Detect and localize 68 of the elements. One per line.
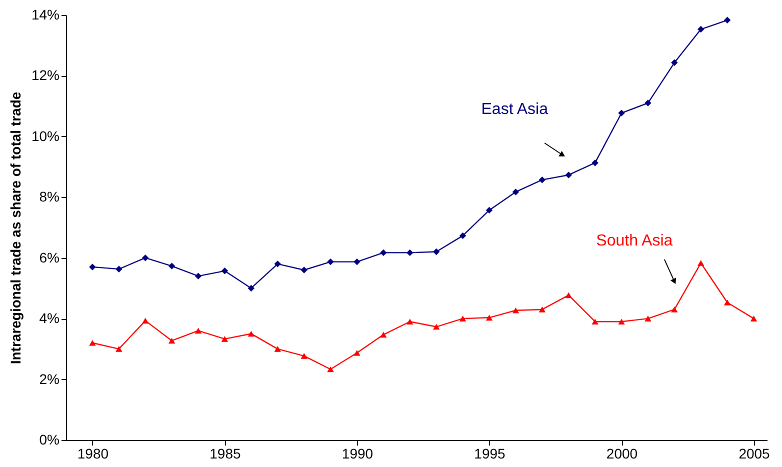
point bbox=[354, 258, 360, 266]
point bbox=[538, 306, 546, 312]
x-tick-label: 1990 bbox=[342, 446, 374, 462]
x-tick-label: 2000 bbox=[606, 446, 638, 462]
x-tick-label: 1985 bbox=[210, 446, 241, 462]
point bbox=[380, 332, 387, 338]
y-tick-label: 4% bbox=[39, 310, 60, 326]
y-tick-label: 12% bbox=[31, 67, 60, 84]
point bbox=[406, 249, 414, 256]
point bbox=[354, 350, 360, 356]
point bbox=[168, 262, 176, 270]
y-tick-label: 8% bbox=[39, 188, 60, 205]
point bbox=[89, 340, 96, 346]
y-axis-title: Intraregional trade as share of total trade bbox=[7, 92, 24, 364]
point bbox=[116, 266, 122, 272]
point bbox=[592, 159, 598, 166]
point bbox=[300, 353, 308, 359]
point bbox=[116, 346, 122, 352]
point bbox=[724, 16, 731, 24]
point bbox=[248, 284, 255, 292]
point bbox=[750, 316, 758, 322]
point bbox=[459, 232, 466, 240]
series-label: South Asia bbox=[596, 232, 673, 250]
point bbox=[671, 306, 678, 312]
x-tick-label: 1980 bbox=[77, 446, 109, 462]
point bbox=[538, 176, 546, 184]
point bbox=[724, 300, 731, 306]
text: East Asia bbox=[481, 100, 548, 118]
point bbox=[565, 172, 572, 178]
point bbox=[618, 318, 625, 325]
y-tick-label: 0% bbox=[39, 432, 60, 448]
point bbox=[194, 328, 202, 334]
point bbox=[221, 336, 228, 342]
point bbox=[274, 260, 281, 268]
point bbox=[432, 248, 440, 256]
point bbox=[618, 110, 625, 116]
point bbox=[327, 366, 334, 372]
point bbox=[327, 258, 334, 266]
y-tick-label: 14% bbox=[31, 6, 60, 22]
point bbox=[698, 260, 704, 266]
point bbox=[698, 26, 704, 33]
point bbox=[300, 266, 308, 274]
point bbox=[565, 292, 572, 298]
point bbox=[486, 206, 493, 214]
point bbox=[248, 330, 255, 337]
point bbox=[380, 249, 387, 256]
x-tick-label: 2005 bbox=[738, 446, 770, 462]
y-tick-label: 10% bbox=[31, 128, 60, 144]
point bbox=[644, 100, 652, 106]
point bbox=[592, 318, 598, 325]
point bbox=[486, 314, 493, 321]
point bbox=[459, 316, 466, 322]
point bbox=[274, 346, 281, 352]
point bbox=[89, 264, 96, 270]
point bbox=[168, 338, 176, 344]
point bbox=[432, 324, 440, 330]
point bbox=[194, 272, 202, 280]
point bbox=[512, 188, 520, 196]
x-tick-label: 1995 bbox=[474, 446, 506, 462]
point bbox=[406, 318, 414, 325]
point bbox=[671, 59, 678, 66]
point bbox=[142, 254, 149, 262]
point bbox=[512, 307, 520, 314]
point bbox=[221, 268, 228, 274]
point bbox=[142, 318, 149, 324]
point bbox=[644, 316, 652, 322]
y-tick-label: 6% bbox=[39, 249, 60, 266]
y-tick-label: 2% bbox=[39, 370, 60, 387]
